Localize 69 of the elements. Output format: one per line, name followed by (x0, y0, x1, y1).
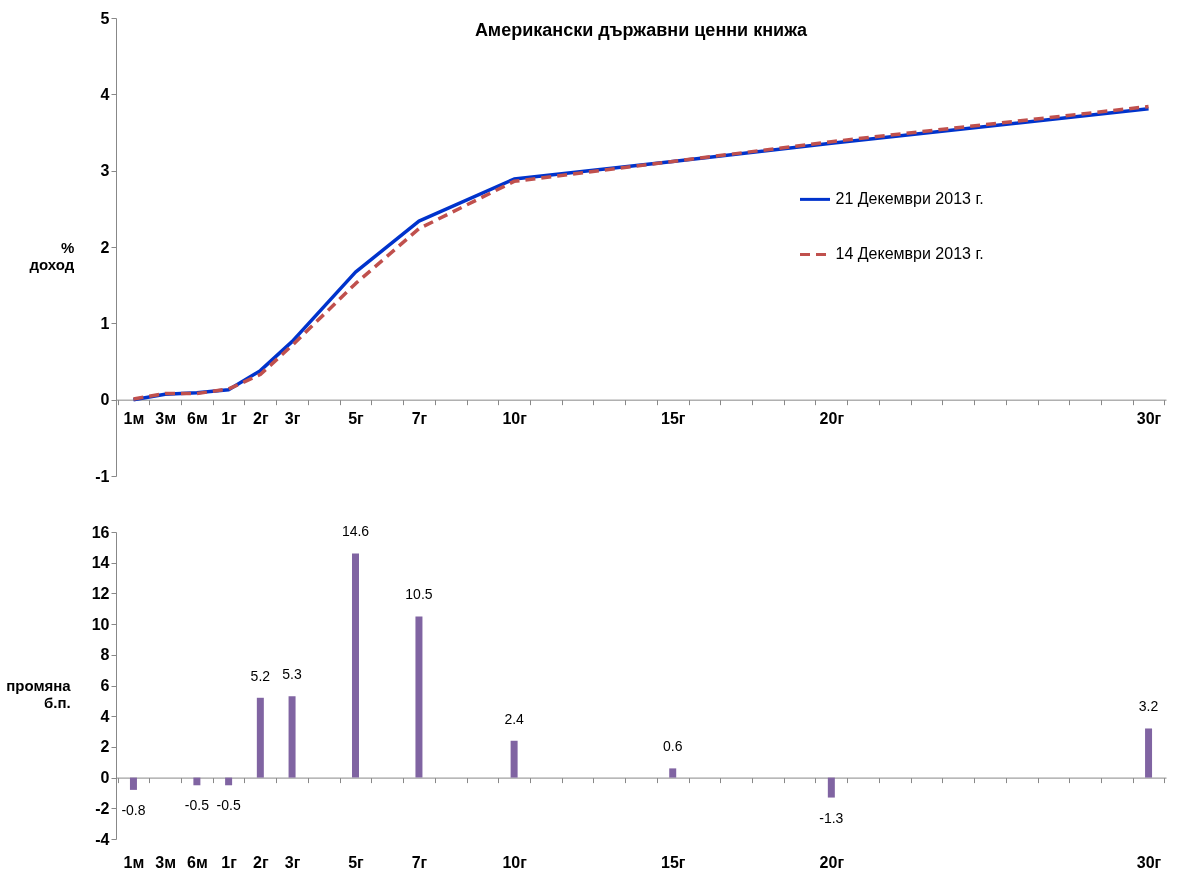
x-tick-label: 3г (284, 853, 301, 871)
data-label: -0.5 (216, 797, 241, 814)
bar (256, 697, 264, 778)
x-tick-label: 10г (502, 853, 528, 871)
bar (352, 553, 359, 778)
x-tick-label: 3г (284, 410, 301, 428)
legend-label: 14 Декември 2013 г. (835, 245, 984, 263)
x-tick-label: 1г (221, 853, 238, 871)
y-tick-label: 0 (100, 769, 110, 787)
x-tick-label: 30г (1136, 410, 1162, 428)
data-label: -0.8 (121, 801, 146, 818)
data-label: 14.6 (341, 523, 370, 540)
y-tick-label: 1 (100, 314, 110, 332)
bar (827, 777, 835, 798)
data-label: 10.5 (405, 586, 433, 603)
x-tick-label: 30г (1136, 853, 1162, 871)
x-tick-label: 15г (660, 853, 686, 871)
x-tick-label: 3м (155, 853, 177, 871)
y-tick-label: 8 (100, 646, 110, 664)
bar (129, 777, 137, 790)
x-tick-label: 1м (123, 410, 145, 428)
bar (510, 740, 518, 778)
y-tick-label: 6 (100, 677, 110, 694)
data-label: -0.5 (184, 797, 210, 814)
x-tick-label: 10г (502, 410, 528, 428)
x-tick-label: 6м (187, 853, 208, 871)
data-label: 5.3 (282, 666, 302, 683)
data-label: 5.2 (250, 667, 271, 684)
data-label: -1.3 (819, 809, 844, 826)
x-tick-label: 20г (819, 853, 845, 871)
bar (669, 768, 677, 778)
y-tick-label: 5 (100, 9, 110, 27)
bar (415, 616, 423, 778)
y-tick-label: -2 (95, 799, 110, 817)
x-tick-label: 1г (221, 410, 238, 428)
x-tick-label: 1м (123, 853, 145, 871)
y-tick-label: 0 (100, 391, 110, 409)
x-tick-label: 2г (253, 853, 269, 871)
chart-title: Американски държавни ценни книжа (474, 20, 809, 40)
bar (288, 696, 296, 778)
y-tick-label: 14 (91, 554, 110, 572)
y-tick-label: 10 (91, 615, 110, 633)
x-tick-label: 20г (819, 410, 845, 428)
y-axis-title: промяна б.п. (6, 677, 72, 711)
y-tick-label: 12 (91, 584, 110, 602)
x-tick-label: 7г (411, 853, 428, 871)
y-tick-label: -4 (95, 830, 110, 848)
y-tick-label: 2 (100, 738, 110, 756)
x-tick-label: 6м (187, 410, 208, 428)
bar (1145, 728, 1153, 778)
data-label: 2.4 (504, 710, 525, 727)
y-tick-label: -1 (95, 467, 110, 485)
x-tick-label: 15г (660, 410, 686, 428)
x-tick-label: 7г (411, 410, 428, 428)
y-tick-label: 4 (100, 85, 110, 103)
y-tick-label: 16 (91, 523, 110, 541)
data-label: 0.6 (662, 738, 683, 755)
y-tick-label: 2 (100, 238, 110, 256)
y-tick-label: 4 (100, 707, 110, 725)
x-tick-label: 3м (155, 410, 177, 428)
x-tick-label: 5г (348, 853, 365, 871)
data-label: 3.2 (1138, 698, 1159, 715)
x-tick-label: 2г (253, 410, 269, 428)
bar (225, 777, 233, 786)
bar (193, 777, 201, 786)
legend-label: 21 Декември 2013 г. (835, 190, 984, 208)
x-tick-label: 5г (348, 410, 365, 428)
y-axis-title: % доход (29, 238, 75, 273)
y-tick-label: 3 (100, 162, 110, 180)
